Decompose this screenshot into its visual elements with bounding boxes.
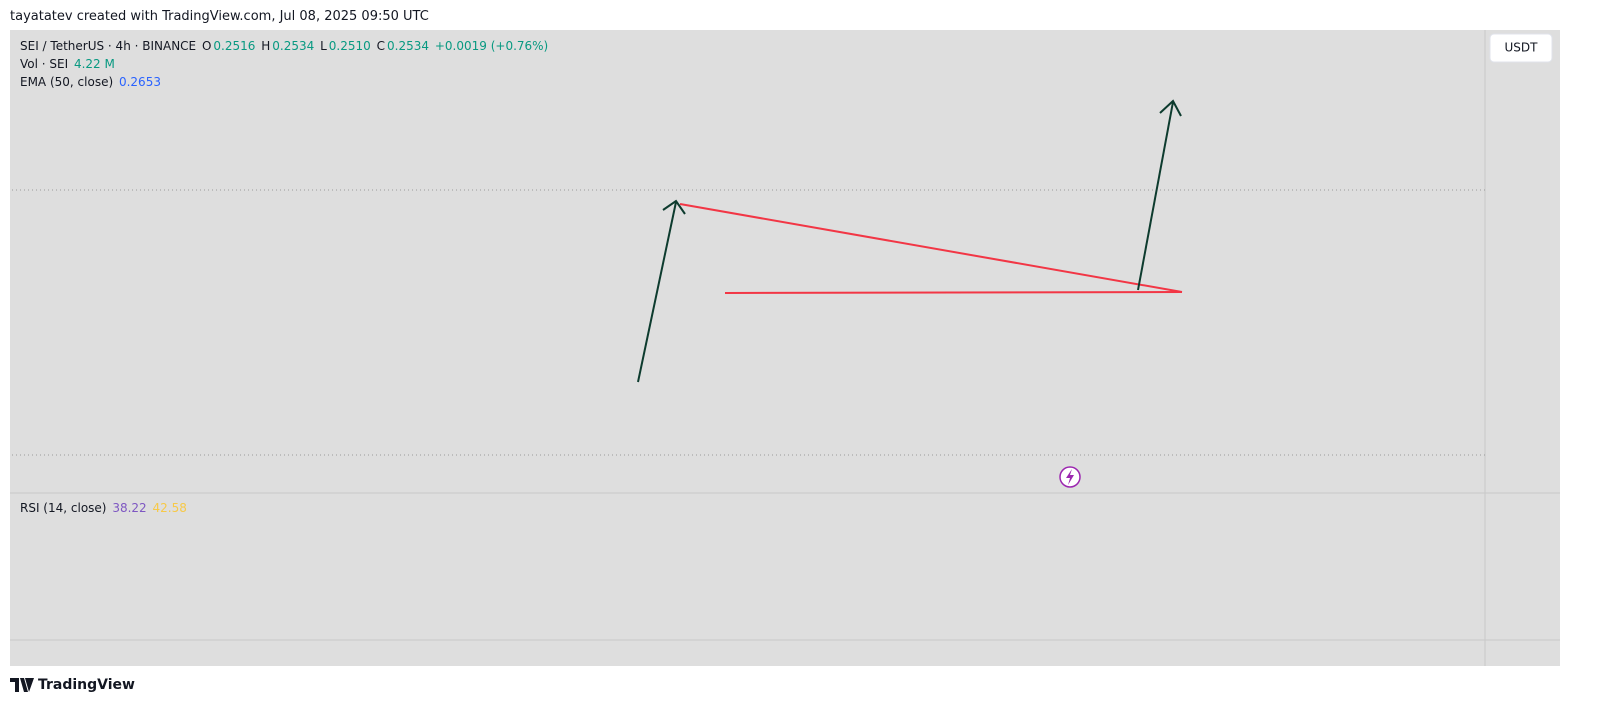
triangle-upper-line: [679, 203, 1183, 293]
change: +0.0019 (+0.76%): [434, 39, 549, 53]
ema-value: 0.2653: [118, 75, 161, 89]
currency-button[interactable]: USDT: [1489, 33, 1553, 63]
rsi-title: RSI (14, close): [20, 501, 107, 515]
ohlc-label: O: [201, 39, 212, 53]
footer: TradingView: [10, 677, 135, 693]
arrow-head: [1159, 99, 1182, 117]
rsi-legend: RSI (14, close) 38.22 42.58: [20, 499, 189, 517]
logo: [10, 678, 34, 692]
ohlc-value: 0.2534: [272, 39, 315, 53]
currency-button-label[interactable]: USDT: [1505, 41, 1539, 55]
brand: TradingView: [38, 677, 135, 693]
arrow-shaft: [637, 201, 677, 383]
volume-title: Vol · SEI: [20, 57, 69, 71]
arrow-shaft: [1137, 101, 1174, 291]
alert-button[interactable]: [1059, 466, 1081, 488]
triangle-lower-line: [724, 291, 1183, 294]
ohlc-value: 0.2534: [387, 39, 430, 53]
volume-value: 4.22 M: [73, 57, 115, 71]
ohlc-label: L: [320, 39, 327, 53]
chart-background: [10, 30, 1560, 666]
currency-button-box[interactable]: [1489, 33, 1553, 63]
arrow-head: [662, 199, 686, 215]
legend-row: EMA (50, close) 0.2653: [20, 73, 550, 91]
logo-mark: [10, 678, 34, 692]
attribution: tayatatev created with TradingView.com, …: [10, 9, 429, 24]
legend-row: Vol · SEI 4.22 M: [20, 55, 550, 73]
symbol: SEI / TetherUS · 4h · BINANCE: [20, 39, 197, 53]
annotations: [637, 99, 1183, 383]
ohlc-value: 0.2516: [213, 39, 256, 53]
ohlc-label: H: [261, 39, 271, 53]
alert-icon[interactable]: [1066, 469, 1074, 485]
rsi-ma-value: 42.58: [152, 501, 187, 515]
ohlc-label: C: [376, 39, 386, 53]
ema-title: EMA (50, close): [20, 75, 114, 89]
rsi-value: 38.22: [112, 501, 147, 515]
ohlc-value: 0.2510: [328, 39, 371, 53]
